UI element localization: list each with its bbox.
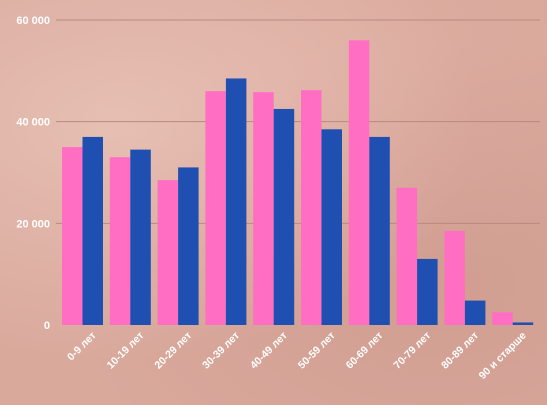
x-category-label: 40-49 лет: [248, 330, 290, 372]
x-category-label: 30-39 лет: [200, 330, 242, 372]
y-axis-ticks: 0 20 000 40 000 60 000: [16, 15, 50, 332]
x-category-label: 20-29 лет: [152, 330, 194, 372]
y-tick-label: 40 000: [16, 117, 50, 129]
y-tick-label: 60 000: [16, 15, 50, 27]
bar-series-2: [273, 108, 295, 325]
bar-series-1: [62, 147, 83, 325]
x-category-label: 70-79 лет: [391, 330, 433, 372]
bar-series-2: [464, 300, 486, 325]
x-category-label: 60-69 лет: [344, 330, 386, 372]
bar-series-2: [512, 322, 534, 325]
bar-series-1: [301, 90, 322, 326]
bar-series-1: [205, 91, 226, 326]
bar-series-1: [396, 187, 418, 325]
bar-series-2: [130, 149, 151, 325]
bar-series-1: [444, 230, 465, 325]
bar-series-2: [369, 136, 390, 325]
x-category-label: 90 и старше: [477, 330, 529, 382]
bar-series-1: [157, 180, 179, 325]
y-tick-label: 0: [44, 320, 50, 332]
bar-series-1: [492, 312, 513, 325]
x-category-label: 50-59 лет: [296, 330, 338, 372]
bars-layer: [62, 40, 534, 326]
bar-series-1: [348, 40, 370, 325]
x-category-label: 0-9 лет: [65, 330, 99, 364]
x-category-label: 10-19 лет: [105, 330, 147, 372]
bar-series-1: [253, 92, 274, 325]
x-category-label: 80-89 лет: [439, 330, 481, 372]
bar-series-2: [225, 78, 247, 325]
bar-series-2: [178, 167, 199, 325]
bar-series-2: [321, 129, 342, 325]
y-tick-label: 20 000: [16, 218, 50, 230]
bar-series-1: [109, 157, 131, 325]
x-axis-labels: 0-9 лет 10-19 лет 20-29 лет 30-39 лет 40-49 …: [65, 330, 529, 382]
bar-series-2: [82, 136, 103, 325]
bar-series-2: [417, 258, 438, 325]
